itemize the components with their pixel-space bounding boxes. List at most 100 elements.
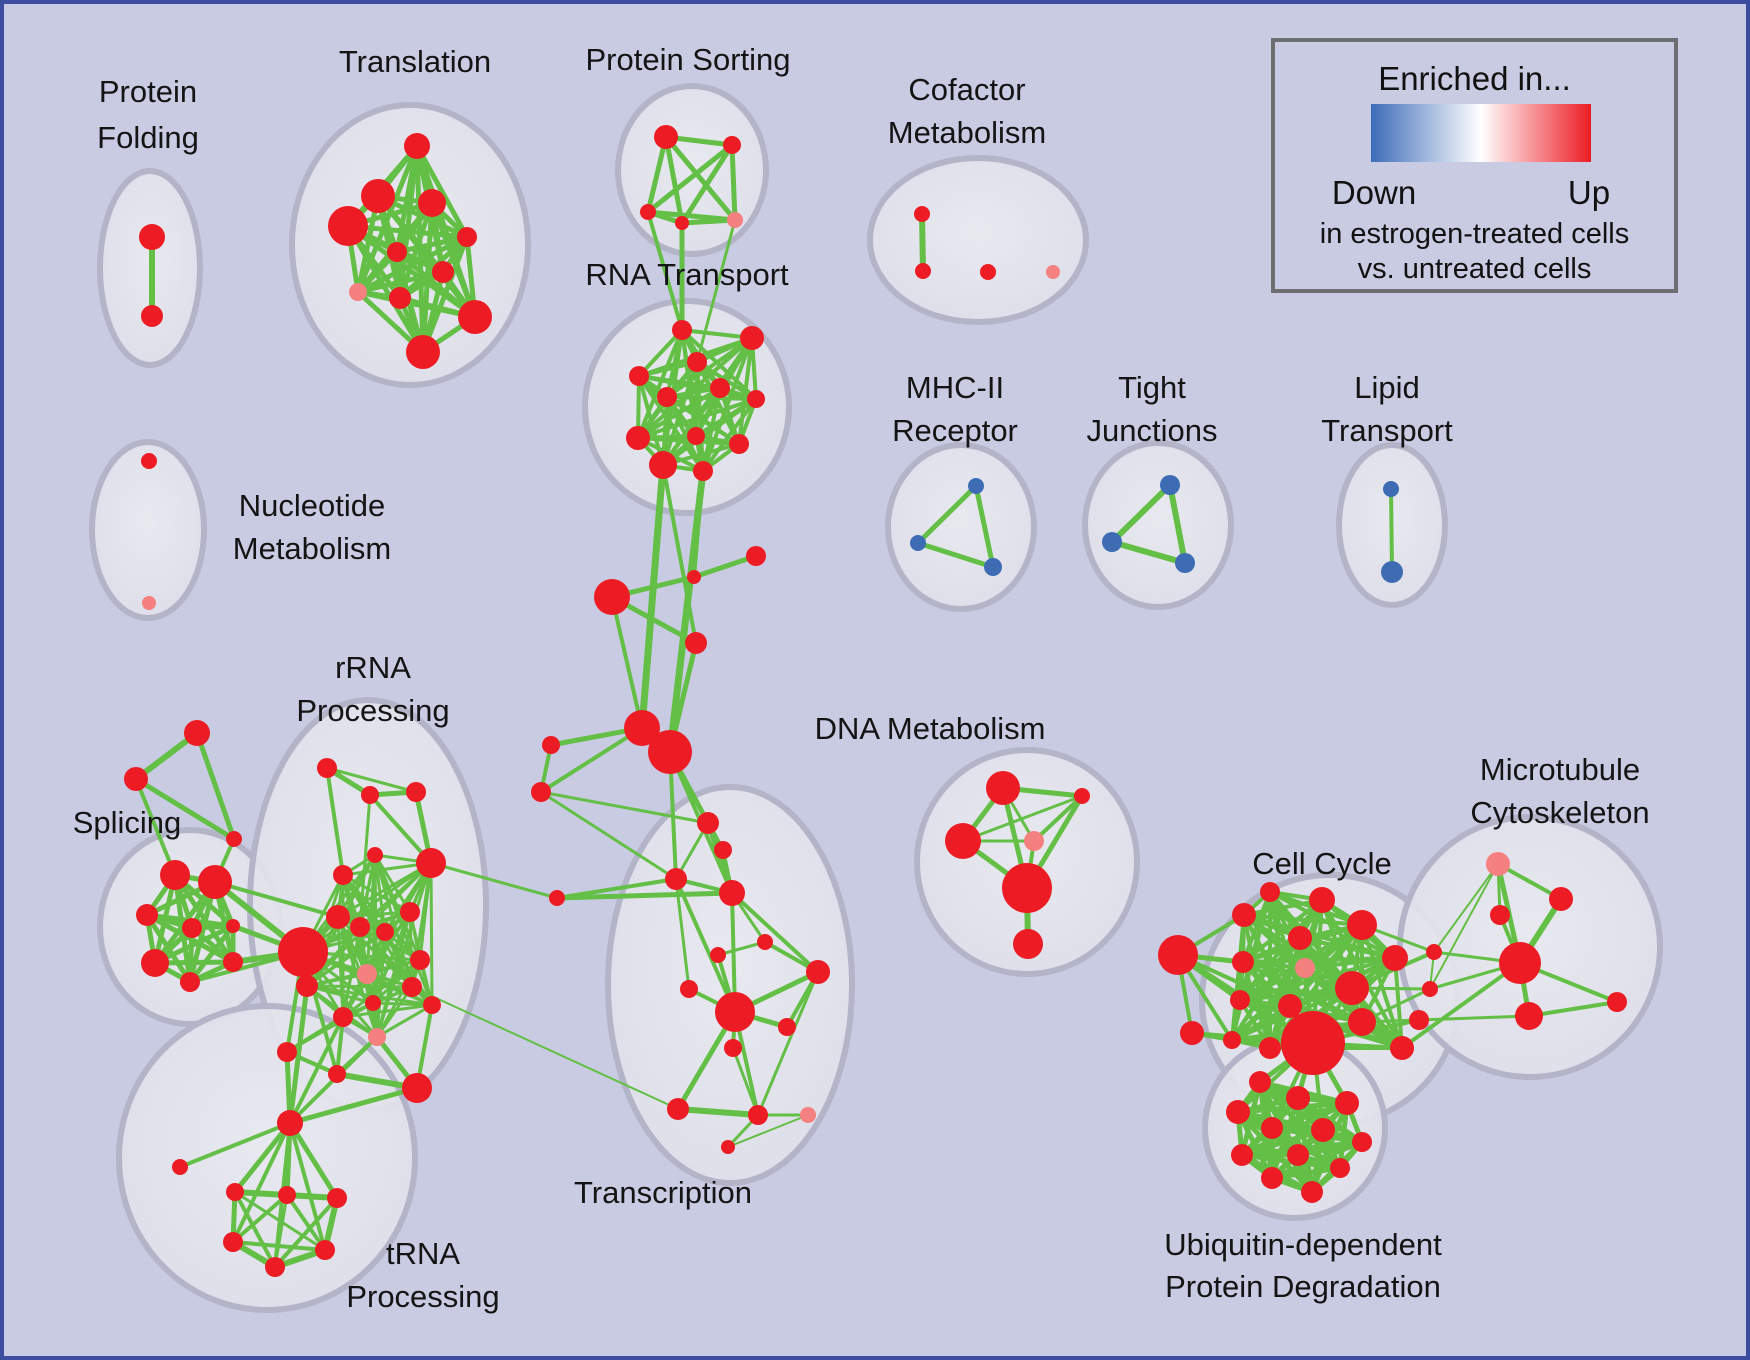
node-red-rrna-processing (296, 975, 318, 997)
edge-link (287, 1085, 420, 1126)
edge-connectors (691, 553, 759, 580)
cluster-microtubule-cytoskeleton-label: Microtubule (1480, 752, 1640, 787)
node-red-rna-transport (626, 426, 650, 450)
node-red-ubiquitin-degradation (1286, 1086, 1310, 1110)
cluster-rna-transport-label: RNA Transport (585, 257, 789, 292)
edge-protein-sorting (663, 134, 738, 223)
edge-transcription (731, 1046, 760, 1117)
node-red-transcription (667, 1098, 689, 1120)
node-red-connectors (226, 831, 242, 847)
edge-dna-metabolism (961, 794, 1084, 843)
edge-link (554, 890, 735, 901)
edge-splicing (152, 923, 236, 966)
node-red-rrna-processing (350, 917, 370, 937)
edge-tight-junctions (1109, 539, 1188, 566)
node-red-cofactor-metabolism (915, 263, 931, 279)
node-red-transcription (721, 1140, 735, 1154)
edge-splicing (187, 923, 236, 985)
node-red-cell-cycle (1232, 903, 1256, 927)
edge-cell-cycle (1238, 966, 1307, 1002)
edge-link (539, 790, 710, 825)
edge-rrna-processing (336, 910, 412, 919)
edge-transcription (756, 970, 820, 1117)
edge-protein-sorting (645, 134, 669, 215)
edge-link (213, 880, 340, 919)
edge-rrna-processing (325, 766, 345, 877)
cluster-mhc-ii-receptor-label: Receptor (892, 413, 1018, 448)
node-red-ubiquitin-degradation (1335, 1091, 1359, 1115)
node-red-cell-cycle (1259, 1037, 1281, 1059)
node-blue-tight-junctions (1175, 553, 1195, 573)
edge-rrna-processing (368, 793, 433, 865)
cluster-cofactor-metabolism-label: Metabolism (888, 115, 1047, 150)
cluster-protein-folding-label: Folding (97, 120, 199, 155)
node-red-microtubule-cytoskeleton (1499, 942, 1541, 984)
node-red-transcription (757, 934, 773, 950)
node-red-rna-transport (629, 366, 649, 386)
edge-link (1400, 961, 1522, 1050)
edge-dna-metabolism (1032, 794, 1084, 843)
node-red-trna-processing (226, 1183, 244, 1201)
node-pink-dna-metabolism (1024, 831, 1044, 851)
node-red-cell-cycle (1335, 971, 1369, 1005)
edge-cell-cycle (1303, 956, 1397, 970)
node-pink-nucleotide-metabolism (142, 596, 156, 610)
node-red-rna-transport (729, 434, 749, 454)
node-red-rna-transport (672, 320, 692, 340)
cluster-protein-sorting-label: Protein Sorting (585, 42, 790, 77)
edge-cell-cycle (1298, 936, 1397, 960)
node-red-rrna-processing (277, 1042, 297, 1062)
edge-rna-transport (637, 374, 758, 401)
edge-cofactor-metabolism (919, 211, 926, 274)
cluster-trna-processing-label: Processing (346, 1279, 499, 1314)
edge-trna-processing (285, 1193, 327, 1252)
cluster-cofactor-metabolism-label: Cofactor (908, 72, 1025, 107)
node-red-connectors (531, 782, 551, 802)
node-red-cofactor-metabolism (980, 264, 996, 280)
edge-microtubule-cytoskeleton (1527, 1000, 1619, 1018)
node-red-connectors (685, 632, 707, 654)
node-pink-cell-cycle (1295, 958, 1315, 978)
node-blue-mhc-ii-receptor (910, 535, 926, 551)
node-red-translation (387, 242, 407, 262)
edge-trna-processing (178, 1121, 292, 1169)
node-red-rrna-processing (333, 1007, 353, 1027)
cluster-dna-metabolism-ellipse (914, 747, 1140, 977)
node-red-connectors (624, 710, 660, 746)
cluster-lipid-transport-label: Transport (1321, 413, 1453, 448)
node-red-splicing (198, 865, 232, 899)
cluster-tight-junctions-label: Tight (1118, 370, 1186, 405)
edge-connectors (133, 776, 237, 842)
cluster-nucleotide-metabolism-label: Metabolism (233, 531, 392, 566)
legend-subtitle-line2: vs. untreated cells (1357, 253, 1592, 285)
edge-rrna-processing (365, 972, 434, 1007)
node-red-microtubule-cytoskeleton (1549, 887, 1573, 911)
node-red-translation (361, 179, 395, 213)
edge-translation (394, 234, 470, 255)
node-red-rrna-processing (365, 995, 381, 1011)
node-red-protein-sorting (654, 125, 678, 149)
node-red-rna-transport (693, 461, 713, 481)
node-red-trna-processing (315, 1240, 335, 1260)
edge-trna-processing (287, 1120, 340, 1201)
edge-link (411, 986, 679, 1110)
edge-connectors (194, 730, 237, 842)
edge-translation (414, 143, 470, 240)
node-red-connectors (542, 736, 560, 754)
edge-trna-processing (288, 1121, 327, 1252)
node-blue-mhc-ii-receptor (984, 558, 1002, 576)
edge-link (539, 790, 678, 881)
edge-rna-transport (636, 328, 684, 440)
edge-microtubule-cytoskeleton (1433, 863, 1499, 953)
edge-microtubule-cytoskeleton (1429, 863, 1499, 990)
edge-rrna-processing (325, 766, 418, 794)
node-red-rrna-processing (410, 950, 430, 970)
edge-rrna-processing (301, 861, 433, 954)
node-red-rrna-processing (317, 758, 337, 778)
node-red-cell-cycle (1180, 1021, 1204, 1045)
node-red-rrna-processing (400, 902, 420, 922)
node-red-trna-processing (172, 1159, 188, 1175)
node-red-rrna-processing (367, 847, 383, 863)
edge-rna-transport (701, 397, 758, 473)
